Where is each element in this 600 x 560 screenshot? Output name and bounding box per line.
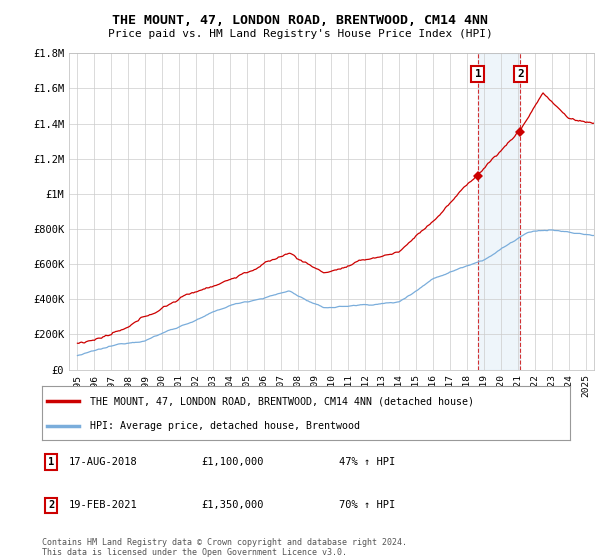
Text: 2: 2 xyxy=(48,500,54,510)
Text: THE MOUNT, 47, LONDON ROAD, BRENTWOOD, CM14 4NN: THE MOUNT, 47, LONDON ROAD, BRENTWOOD, C… xyxy=(112,14,488,27)
Text: 17-AUG-2018: 17-AUG-2018 xyxy=(69,457,138,467)
Text: £1,100,000: £1,100,000 xyxy=(201,457,263,467)
Bar xyxy=(478,53,520,370)
Text: THE MOUNT, 47, LONDON ROAD, BRENTWOOD, CM14 4NN (detached house): THE MOUNT, 47, LONDON ROAD, BRENTWOOD, C… xyxy=(89,396,473,407)
Text: 1: 1 xyxy=(475,69,481,80)
Text: 70% ↑ HPI: 70% ↑ HPI xyxy=(339,500,395,510)
Text: 47% ↑ HPI: 47% ↑ HPI xyxy=(339,457,395,467)
Text: HPI: Average price, detached house, Brentwood: HPI: Average price, detached house, Bren… xyxy=(89,421,359,431)
Text: £1,350,000: £1,350,000 xyxy=(201,500,263,510)
Text: 2: 2 xyxy=(517,69,524,80)
Text: 19-FEB-2021: 19-FEB-2021 xyxy=(69,500,138,510)
Text: Price paid vs. HM Land Registry's House Price Index (HPI): Price paid vs. HM Land Registry's House … xyxy=(107,29,493,39)
Text: Contains HM Land Registry data © Crown copyright and database right 2024.
This d: Contains HM Land Registry data © Crown c… xyxy=(42,538,407,557)
Text: 1: 1 xyxy=(48,457,54,467)
